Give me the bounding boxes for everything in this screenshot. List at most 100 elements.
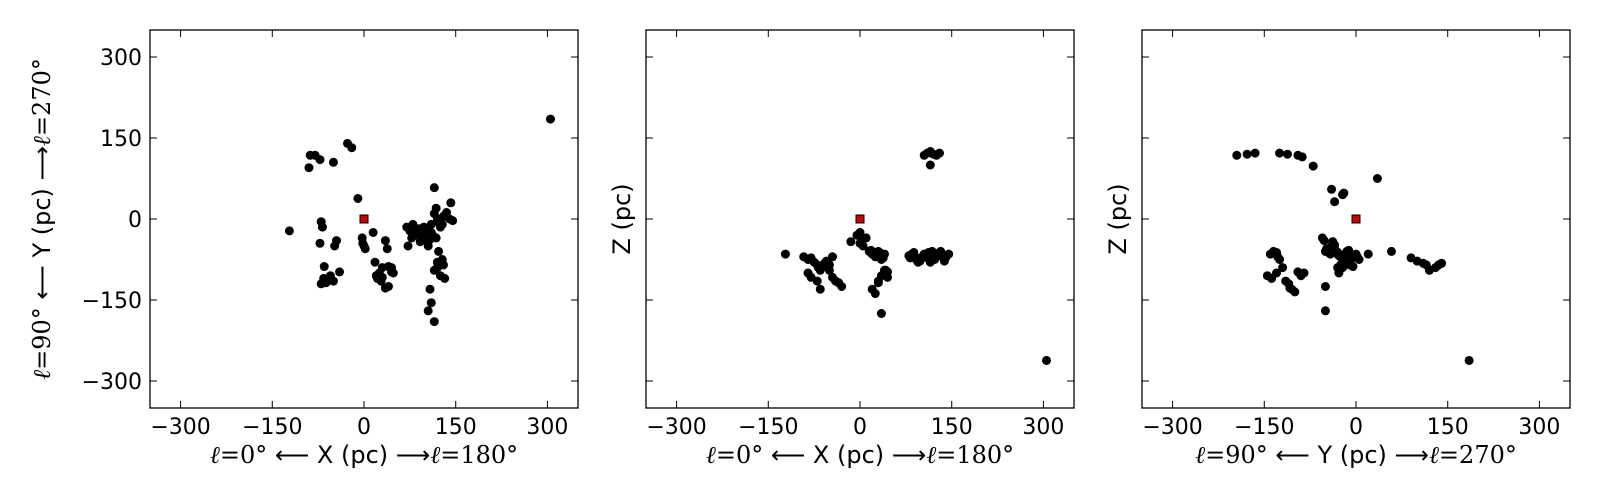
x-tick-label: 0: [853, 415, 867, 440]
data-point: [431, 203, 441, 213]
data-point: [1041, 355, 1051, 365]
data-point: [328, 276, 338, 286]
data-point: [347, 143, 357, 153]
data-point: [1372, 174, 1382, 184]
data-point: [780, 249, 790, 259]
data-point: [944, 249, 954, 259]
data-point: [284, 226, 294, 236]
y-tick-label: −300: [82, 370, 142, 395]
data-point: [431, 233, 441, 243]
data-point: [873, 278, 883, 288]
data-point: [1278, 263, 1288, 273]
data-point: [1319, 236, 1329, 246]
x-tick-label: −150: [1234, 415, 1294, 440]
x-axis-label: ℓ=0° ⟵ X (pc) ⟶ℓ=180°: [210, 441, 518, 469]
x-tick-label: 0: [357, 415, 371, 440]
data-point: [446, 198, 456, 208]
data-point: [387, 267, 397, 277]
sun-marker: [1351, 214, 1361, 224]
data-point: [319, 262, 329, 272]
data-point: [879, 265, 889, 275]
data-point: [380, 236, 390, 246]
panel-2: −300 −150 0 150 300 ℓ=0° ⟵ X (pc) ⟶ℓ=180° Z (p…: [608, 29, 1075, 469]
y-tick-label: 0: [128, 208, 142, 233]
x-tick-label: −300: [646, 415, 706, 440]
data-point: [827, 272, 837, 282]
data-point: [1283, 149, 1293, 159]
data-point: [330, 241, 340, 251]
data-point: [426, 219, 436, 229]
data-point: [837, 281, 847, 291]
y-tick-label: 150: [100, 127, 142, 152]
data-point: [370, 257, 380, 267]
x-tick-label: 0: [1349, 415, 1363, 440]
data-point: [1308, 161, 1318, 171]
data-point: [423, 306, 433, 316]
x-tick-label: 150: [1427, 415, 1469, 440]
data-point: [360, 244, 370, 254]
sun-marker: [855, 214, 865, 224]
data-point: [403, 241, 413, 251]
data-point: [1330, 197, 1340, 207]
panel-1: −300 −150 0 150 300 −300 −150 0 150 300 ℓ=0° ⟵ X (…: [28, 29, 579, 469]
data-point: [934, 148, 944, 158]
data-point: [368, 228, 378, 238]
data-point: [328, 157, 338, 167]
data-point: [335, 267, 345, 277]
data-point: [1275, 148, 1285, 158]
data-point: [1386, 246, 1396, 256]
data-point: [435, 222, 445, 232]
data-point: [545, 114, 555, 124]
y-tick-label: −150: [82, 289, 142, 314]
data-point: [429, 183, 439, 193]
data-point: [426, 298, 436, 308]
data-point: [861, 233, 871, 243]
data-point: [315, 155, 325, 165]
data-point: [876, 308, 886, 318]
x-tick-label: 300: [526, 415, 568, 440]
data-point: [380, 283, 390, 293]
data-point: [1437, 258, 1447, 268]
data-point: [827, 252, 837, 262]
data-point: [1464, 355, 1474, 365]
x-tick-label: −300: [150, 415, 210, 440]
data-point: [1290, 287, 1300, 297]
x-tick-label: 300: [1022, 415, 1064, 440]
y-axis-label: Z (pc): [1104, 183, 1132, 254]
data-point: [1297, 152, 1307, 162]
data-point: [429, 317, 439, 327]
data-point: [1275, 255, 1285, 265]
data-point: [815, 284, 825, 294]
data-point: [434, 246, 444, 256]
data-point: [425, 284, 435, 294]
data-point: [1363, 249, 1373, 259]
data-point: [371, 271, 381, 281]
data-point: [1232, 150, 1242, 160]
data-point: [1348, 262, 1358, 272]
sun-marker: [359, 214, 369, 224]
data-point: [440, 273, 450, 283]
y-tick-label: 300: [100, 46, 142, 71]
data-point: [423, 230, 433, 240]
data-point: [812, 276, 822, 286]
y-axis-label: ℓ=90° ⟵ Y (pc) ⟶ℓ=270°: [28, 58, 56, 380]
data-point: [1250, 148, 1260, 158]
data-point: [1242, 149, 1252, 159]
data-point: [879, 249, 889, 259]
data-point: [1320, 281, 1330, 291]
data-point: [382, 244, 392, 254]
x-tick-label: −300: [1142, 415, 1202, 440]
data-point: [353, 193, 363, 203]
x-axis-label: ℓ=0° ⟵ X (pc) ⟶ℓ=180°: [706, 441, 1014, 469]
x-tick-label: −150: [242, 415, 302, 440]
data-point: [846, 237, 856, 247]
data-point: [1354, 255, 1364, 265]
y-axis-label: Z (pc): [608, 183, 636, 254]
data-point: [316, 279, 326, 289]
x-tick-label: 150: [931, 415, 973, 440]
data-point: [1339, 188, 1349, 198]
x-tick-label: 150: [435, 415, 477, 440]
data-point: [304, 163, 314, 173]
